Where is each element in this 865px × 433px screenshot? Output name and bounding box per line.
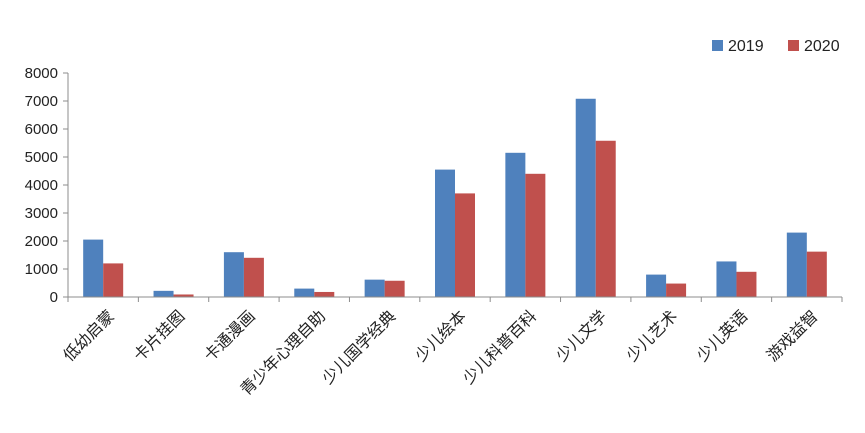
y-axis: 0 1000 2000 3000 4000 5000 6000 7000 8000	[25, 65, 69, 306]
y-tick-label: 0	[50, 289, 58, 306]
category-label: 少儿科普百科	[459, 306, 540, 387]
bar-2019	[294, 288, 315, 297]
bar-2019	[435, 169, 455, 297]
bar-2020	[736, 271, 757, 297]
bar-2019	[83, 239, 104, 297]
bar-2020	[243, 257, 264, 297]
y-tick-label: 8000	[25, 65, 58, 82]
category-label: 少儿艺术	[622, 306, 681, 365]
y-tick-label: 4000	[25, 177, 58, 194]
bar-2019	[153, 290, 174, 297]
category-label: 卡片挂图	[130, 306, 189, 365]
legend: 2019 2020	[712, 38, 840, 55]
bar-2020	[666, 283, 687, 297]
category-label: 卡通漫画	[200, 306, 259, 365]
legend-swatch-2019	[712, 40, 723, 51]
category-label: 少儿绘本	[411, 306, 470, 365]
x-axis: 低幼启蒙 卡片挂图 卡通漫画青少年心理自助少儿国学经典 少儿绘本少儿科普百科 少儿文学少…	[59, 296, 843, 399]
bar-2020	[525, 173, 546, 297]
bar-2020	[103, 263, 124, 297]
y-tick-label: 7000	[25, 93, 58, 110]
bar-2019	[505, 152, 526, 297]
bar-2019	[716, 261, 737, 297]
y-tick-label: 2000	[25, 233, 58, 250]
bar-2019	[364, 279, 385, 297]
category-label: 游戏益智	[763, 306, 822, 365]
bar-2020	[806, 251, 827, 297]
bar-2019	[786, 232, 807, 297]
category-label: 低幼启蒙	[59, 306, 118, 365]
y-tick-label: 6000	[25, 121, 58, 138]
bar-2020	[314, 291, 335, 297]
legend-swatch-2020	[788, 40, 799, 51]
bars	[83, 98, 827, 297]
bar-2019	[575, 98, 596, 297]
y-tick-label: 3000	[25, 205, 58, 222]
bar-2020	[384, 280, 405, 297]
y-tick-label: 5000	[25, 149, 58, 166]
bar-2020	[173, 294, 194, 297]
category-label: 少儿国学经典	[318, 306, 399, 387]
bar-2019	[646, 274, 667, 297]
category-label: 少儿文学	[552, 306, 611, 365]
bar-2020	[595, 140, 616, 297]
category-label: 少儿英语	[693, 306, 752, 365]
legend-label: 2020	[804, 38, 840, 55]
bar-2019	[223, 252, 244, 297]
legend-label: 2019	[728, 38, 764, 55]
y-tick-label: 1000	[25, 261, 58, 278]
bar-2020	[455, 193, 475, 297]
